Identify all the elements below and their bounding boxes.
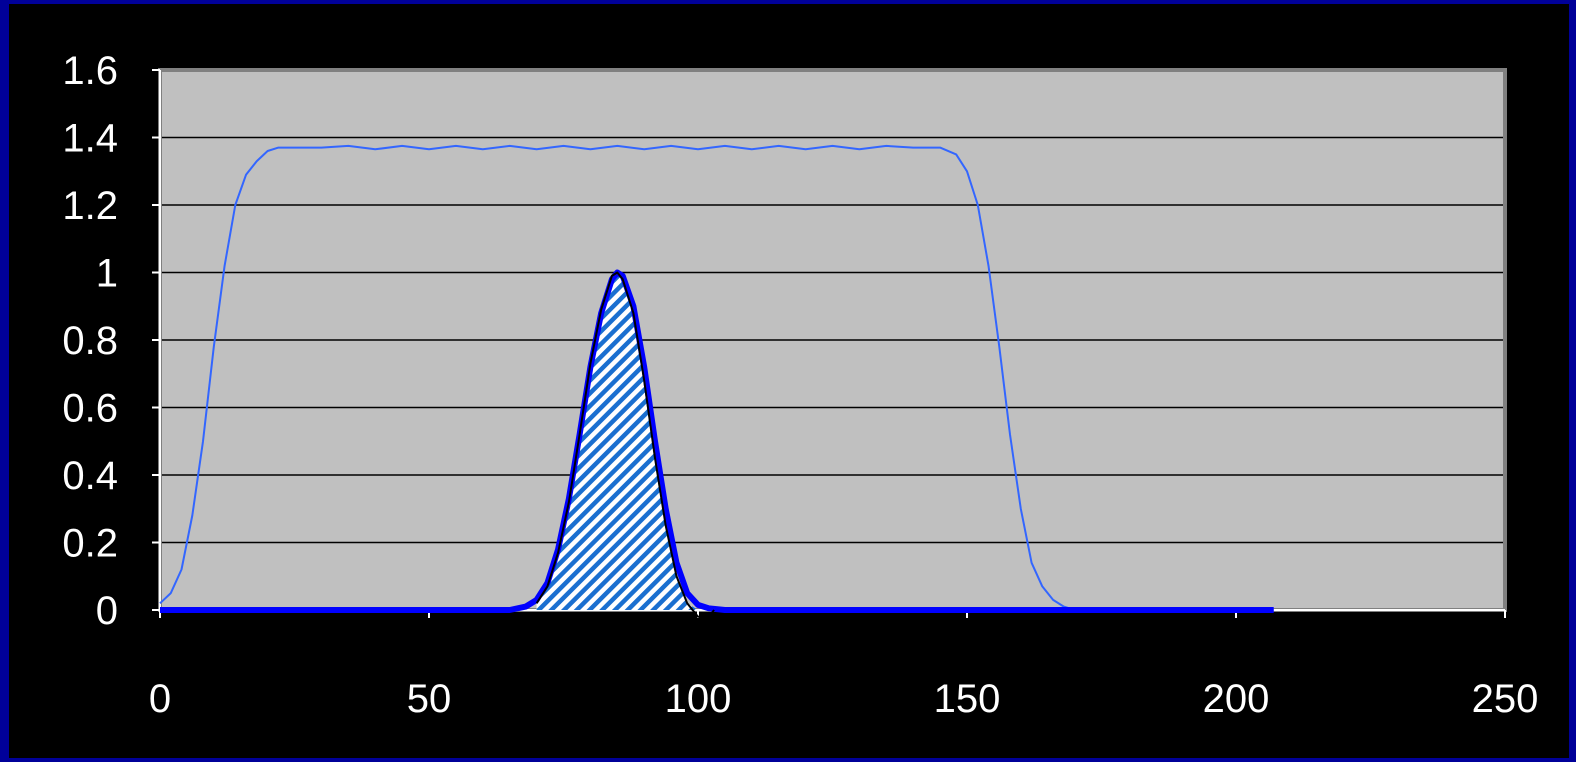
y-tick-label: 1	[96, 252, 118, 296]
series-1-line	[160, 269, 1274, 613]
y-tick-label: 0.6	[62, 387, 118, 431]
gridlines	[160, 136, 1505, 544]
x-tick-label: 150	[934, 677, 1001, 721]
x-tick-label: 100	[665, 677, 732, 721]
y-tick-label: 1.2	[62, 184, 118, 228]
x-tick-label: 250	[1472, 677, 1539, 721]
x-tick-label: 50	[407, 677, 452, 721]
y-tick-label: 0	[96, 589, 118, 633]
y-tick-label: 0.4	[62, 454, 118, 498]
series-2-line	[535, 271, 715, 618]
series-layer	[159, 144, 1274, 618]
series-2-fill	[536, 272, 715, 610]
series-0-line	[159, 144, 1274, 611]
y-tick-label: 1.4	[62, 117, 118, 161]
x-tick-label: 0	[149, 677, 171, 721]
y-tick-label: 0.2	[62, 522, 118, 566]
y-tick-label: 1.6	[62, 49, 118, 93]
y-tick-label: 0.8	[62, 319, 118, 363]
tick-labels: 0 0.2 0.4 0.6 0.8 1 1.2 1.4 1.6 0 50 100 150 200 250	[62, 49, 1538, 721]
x-tick-label: 200	[1203, 677, 1270, 721]
